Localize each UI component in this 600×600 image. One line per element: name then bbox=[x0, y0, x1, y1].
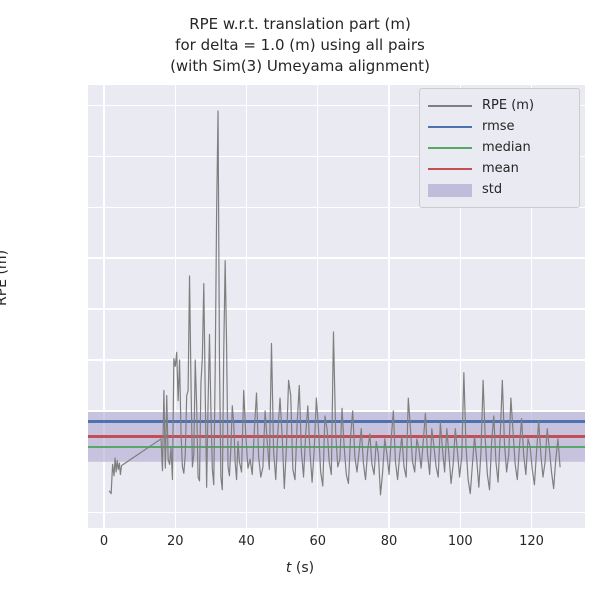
gridline-horizontal bbox=[88, 206, 585, 208]
gridline-vertical bbox=[103, 85, 105, 528]
legend-swatch-rpe bbox=[428, 99, 472, 113]
x-tick-label: 40 bbox=[238, 534, 255, 549]
legend-item-std[interactable]: std bbox=[428, 179, 571, 200]
legend-item-rpe[interactable]: RPE (m) bbox=[428, 95, 571, 116]
x-tick-label: 80 bbox=[380, 534, 398, 549]
legend-label-median: median bbox=[482, 140, 531, 155]
gridline-horizontal bbox=[88, 461, 585, 463]
gridline-vertical bbox=[388, 85, 390, 528]
gridline-vertical bbox=[245, 85, 248, 528]
gridline-horizontal bbox=[88, 308, 585, 310]
gridline-horizontal bbox=[88, 104, 585, 106]
x-tick-label: 120 bbox=[519, 534, 544, 549]
gridline-vertical bbox=[459, 85, 461, 528]
gridline-horizontal bbox=[88, 512, 585, 514]
legend-label-std: std bbox=[482, 182, 503, 197]
x-tick-label: 0 bbox=[99, 534, 109, 549]
legend-label-rpe: RPE (m) bbox=[482, 98, 535, 113]
legend-item-rmse[interactable]: rmse bbox=[428, 116, 571, 137]
legend-label-rmse: rmse bbox=[482, 119, 515, 134]
legend-label-mean: mean bbox=[482, 161, 519, 176]
legend-item-mean[interactable]: mean bbox=[428, 158, 571, 179]
gridline-horizontal bbox=[88, 257, 585, 259]
gridline-vertical bbox=[530, 85, 533, 528]
legend-swatch-std bbox=[428, 183, 472, 197]
gridline-vertical bbox=[317, 85, 319, 528]
gridline-vertical bbox=[174, 85, 176, 528]
rmse-line bbox=[88, 420, 585, 423]
legend-swatch-median bbox=[428, 141, 472, 155]
x-tick-label: 100 bbox=[447, 534, 473, 549]
x-tick-label: 20 bbox=[167, 534, 184, 549]
legend-item-median[interactable]: median bbox=[428, 137, 571, 158]
rpe-series-line bbox=[108, 110, 561, 496]
legend: RPE (m) rmse median mean std bbox=[419, 88, 580, 208]
chart-title: RPE w.r.t. translation part (m) for delt… bbox=[170, 15, 430, 75]
gridline-horizontal bbox=[88, 410, 585, 412]
gridline-horizontal bbox=[88, 155, 585, 157]
legend-swatch-rmse bbox=[428, 120, 472, 134]
gridline-horizontal bbox=[88, 359, 585, 361]
x-tick-label: 60 bbox=[309, 534, 327, 549]
x-axis-label: t (s) bbox=[285, 560, 315, 576]
y-axis-label: RPE (m) bbox=[0, 249, 10, 306]
legend-swatch-mean bbox=[428, 162, 472, 176]
